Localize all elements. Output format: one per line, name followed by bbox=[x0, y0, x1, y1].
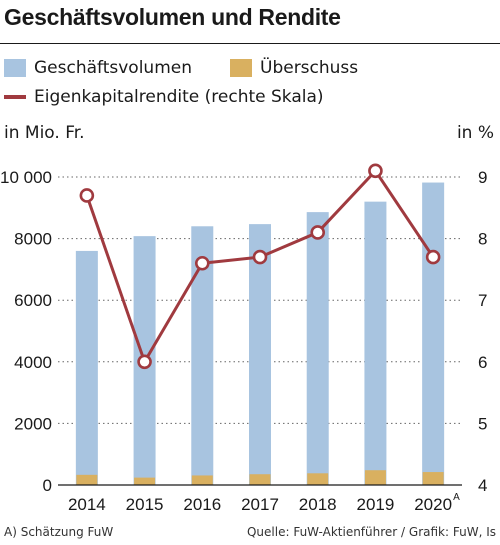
chart-title: Geschäftsvolumen und Rendite bbox=[4, 4, 341, 30]
bar-volumen bbox=[75, 250, 98, 485]
bar-volumen bbox=[191, 226, 214, 485]
bar-ueberschuss bbox=[191, 475, 213, 485]
right-tick-label: 4 bbox=[478, 476, 487, 495]
bar-ueberschuss bbox=[422, 472, 444, 485]
point-rendite bbox=[252, 249, 268, 265]
bar-volumen bbox=[306, 212, 329, 485]
left-tick-label: 0 bbox=[43, 476, 52, 495]
title-rule bbox=[0, 43, 500, 44]
legend-swatch-rendite bbox=[4, 95, 26, 99]
right-axis-unit: in % bbox=[456, 123, 494, 143]
left-tick-label: 8000 bbox=[14, 230, 52, 249]
legend-swatch-volumen bbox=[4, 59, 26, 77]
x-tick-label: 2017 bbox=[241, 495, 279, 514]
left-tick-label: 6000 bbox=[14, 291, 52, 310]
legend-item-ueberschuss: Überschuss bbox=[230, 58, 358, 78]
right-tick-label: 6 bbox=[478, 353, 487, 372]
x-tick-label: 2016 bbox=[183, 495, 221, 514]
bar-ueberschuss bbox=[307, 473, 329, 485]
point-rendite bbox=[368, 163, 383, 179]
point-rendite bbox=[137, 354, 152, 370]
x-tick-label: 2018 bbox=[299, 495, 337, 514]
bar-ueberschuss bbox=[249, 474, 271, 485]
x-tick-label: 2015 bbox=[126, 495, 164, 514]
bar-ueberschuss bbox=[134, 477, 156, 485]
bar-ueberschuss bbox=[76, 474, 98, 485]
legend-label-ueberschuss: Überschuss bbox=[260, 58, 359, 78]
legend-row-2: Eigenkapitalrendite (rechte Skala) bbox=[4, 84, 362, 110]
left-axis-unit: in Mio. Fr. bbox=[4, 123, 85, 143]
bar-volumen bbox=[364, 201, 387, 485]
point-rendite bbox=[194, 255, 210, 271]
x-tick-label: 2020 bbox=[414, 495, 452, 514]
point-rendite bbox=[425, 249, 441, 265]
left-tick-label: 10 000 bbox=[0, 168, 52, 187]
x-tick-label: 2019 bbox=[357, 495, 395, 514]
left-tick-label: 2000 bbox=[14, 414, 52, 433]
legend-item-rendite: Eigenkapitalrendite (rechte Skala) bbox=[4, 87, 324, 107]
bar-volumen bbox=[249, 224, 271, 485]
footer-source: Quelle: FuW-Aktienführer / Grafik: FuW, … bbox=[246, 525, 496, 539]
x-tick-label: 2014 bbox=[68, 495, 106, 514]
left-tick-label: 4000 bbox=[14, 353, 52, 372]
legend-label-volumen: Geschäftsvolumen bbox=[34, 58, 192, 78]
bar-volumen bbox=[422, 182, 445, 485]
point-rendite bbox=[310, 225, 326, 240]
legend-label-rendite: Eigenkapitalrendite (rechte Skala) bbox=[34, 87, 324, 107]
right-tick-label: 9 bbox=[478, 168, 487, 187]
right-tick-label: 7 bbox=[478, 291, 487, 310]
legend-row-1: Geschäftsvolumen Überschuss bbox=[4, 55, 396, 81]
footer-note: A) Schätzung FuW bbox=[4, 525, 114, 539]
legend-swatch-ueberschuss bbox=[230, 59, 252, 77]
point-rendite bbox=[79, 188, 95, 203]
bar-ueberschuss bbox=[364, 470, 386, 485]
legend-item-volumen: Geschäftsvolumen bbox=[4, 58, 192, 78]
x-tick-superscript: A bbox=[453, 492, 460, 503]
right-tick-label: 5 bbox=[478, 414, 487, 433]
right-tick-label: 8 bbox=[478, 230, 487, 249]
